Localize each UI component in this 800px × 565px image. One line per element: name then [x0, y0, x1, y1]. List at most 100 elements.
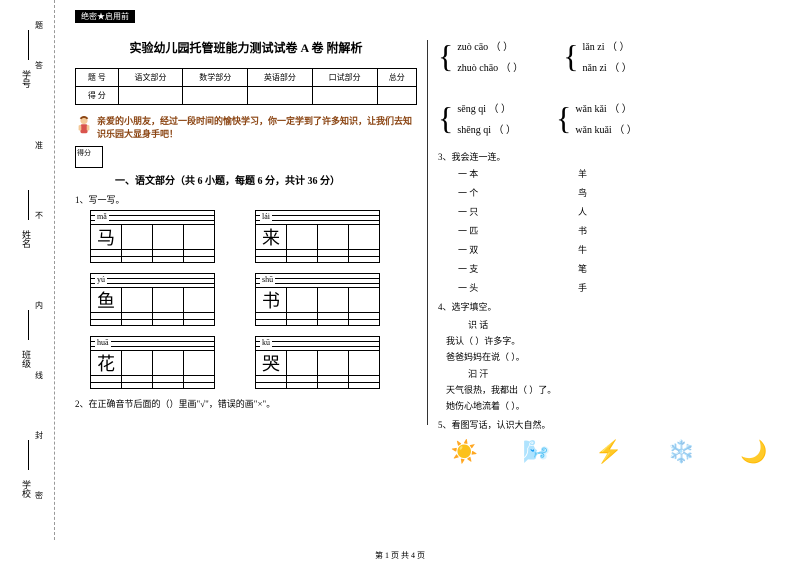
match-item[interactable]: 鸟 — [578, 186, 587, 199]
seal-char: 准 — [35, 140, 43, 151]
writing-cell[interactable] — [184, 288, 214, 312]
writing-cell[interactable] — [349, 288, 379, 312]
margin-underline — [28, 440, 29, 470]
match-item[interactable]: 羊 — [578, 167, 587, 180]
matching-exercise: 一 本 一 个 一 只 一 匹 一 双 一 支 一 头 羊 鸟 人 书 牛 笔 … — [458, 167, 780, 294]
writing-cell[interactable] — [184, 351, 214, 375]
pinyin-option[interactable]: wǎn kuǎi （ ） — [575, 121, 636, 136]
writing-cell[interactable] — [153, 288, 184, 312]
pinyin-option[interactable]: zhuò chāo （ ） — [457, 59, 523, 74]
fill-blank[interactable]: 她伤心地流着（ ）。 — [446, 398, 780, 414]
match-item[interactable]: 一 本 — [458, 167, 578, 180]
match-item[interactable]: 笔 — [578, 262, 587, 275]
writing-cell[interactable] — [153, 225, 184, 249]
match-item[interactable]: 一 个 — [458, 186, 578, 199]
pinyin-option[interactable]: lǎn zi （ ） — [583, 38, 632, 53]
pinyin: yú — [95, 275, 107, 284]
margin-underline — [28, 190, 29, 220]
match-item[interactable]: 手 — [578, 281, 587, 294]
example-char: 书 — [256, 288, 287, 312]
seal-char: 封 — [35, 430, 43, 441]
table-cell: 得 分 — [76, 87, 119, 105]
lightning-icon: ⚡ — [595, 439, 622, 465]
fill-blank[interactable]: 天气很热，我都出（ ）了。 — [446, 382, 780, 398]
pinyin-option[interactable]: zuò cāo （ ） — [457, 38, 523, 53]
table-header: 英语部分 — [248, 69, 313, 87]
brace-icon: { — [563, 42, 578, 71]
example-char: 花 — [91, 351, 122, 375]
writing-cell[interactable] — [122, 351, 153, 375]
example-char: 马 — [91, 225, 122, 249]
question-label: 3、我会连一连。 — [438, 150, 780, 163]
table-header: 口试部分 — [312, 69, 377, 87]
question-label: 1、写一写。 — [75, 193, 417, 206]
pinyin-option[interactable]: shēng qi （ ） — [457, 121, 516, 136]
seal-char: 不 — [35, 210, 43, 221]
pinyin-option[interactable]: nǎn zi （ ） — [583, 59, 632, 74]
writing-cell[interactable] — [122, 288, 153, 312]
match-item[interactable]: 一 支 — [458, 262, 578, 275]
writing-cell[interactable] — [122, 225, 153, 249]
match-item[interactable]: 一 双 — [458, 243, 578, 256]
writing-cell[interactable] — [349, 351, 379, 375]
pinyin-option[interactable]: sēng qi （ ） — [457, 100, 516, 115]
writing-cell[interactable] — [287, 225, 318, 249]
right-column: { zuò cāo （ ） zhuò chāo （ ） { lǎn zi （ ）… — [428, 10, 790, 465]
writing-block: yú 鱼 — [90, 273, 215, 326]
secret-label: 绝密★启用前 — [75, 10, 135, 23]
table-row: 得 分 — [76, 87, 417, 105]
nature-icons-row: ☀️ 🌬️ ⚡ ❄️ 🌙 — [438, 439, 780, 465]
example-char: 鱼 — [91, 288, 122, 312]
match-item[interactable]: 人 — [578, 205, 587, 218]
table-cell[interactable] — [377, 87, 417, 105]
writing-cell[interactable] — [318, 225, 349, 249]
writing-block: lái 来 — [255, 210, 380, 263]
brace-icon: { — [438, 104, 453, 133]
question-label: 2、在正确音节后面的（）里画"√"，错误的画"×"。 — [75, 397, 417, 410]
child-icon — [75, 115, 93, 137]
page-footer: 第 1 页 共 4 页 — [0, 550, 800, 561]
intro-text: 亲爱的小朋友，经过一段时间的愉快学习，你一定学到了许多知识，让我们去知识乐园大显… — [97, 115, 417, 140]
writing-cell[interactable] — [287, 288, 318, 312]
fill-options: 汩 汗 — [468, 366, 780, 382]
margin-underline — [28, 310, 29, 340]
writing-cell[interactable] — [287, 351, 318, 375]
margin-label: 班级 — [20, 350, 33, 368]
exam-title: 实验幼儿园托管班能力测试试卷 A 卷 附解析 — [75, 39, 417, 56]
question-label: 4、选字填空。 — [438, 300, 780, 313]
writing-cell[interactable] — [318, 288, 349, 312]
table-cell[interactable] — [312, 87, 377, 105]
writing-cell[interactable] — [318, 351, 349, 375]
match-item[interactable]: 牛 — [578, 243, 587, 256]
match-item[interactable]: 一 只 — [458, 205, 578, 218]
writing-block: huā 花 — [90, 336, 215, 389]
match-item[interactable]: 一 头 — [458, 281, 578, 294]
brace-icon: { — [438, 42, 453, 71]
table-cell[interactable] — [118, 87, 183, 105]
cloud-wind-icon: 🌬️ — [523, 439, 550, 465]
left-column: 绝密★启用前 实验幼儿园托管班能力测试试卷 A 卷 附解析 题 号 语文部分 数… — [65, 10, 427, 465]
score-table: 题 号 语文部分 数学部分 英语部分 口试部分 总分 得 分 — [75, 68, 417, 105]
seal-char: 线 — [35, 370, 43, 381]
brace-icon: { — [556, 104, 571, 133]
section-title: 一、语文部分（共 6 小题，每题 6 分，共计 36 分） — [115, 172, 417, 187]
writing-cell[interactable] — [184, 225, 214, 249]
example-char: 哭 — [256, 351, 287, 375]
margin-label: 学号 — [20, 70, 33, 88]
writing-grid: mǎ 马 lái 来 yú — [90, 210, 417, 389]
seal-char: 内 — [35, 300, 43, 311]
pinyin: huā — [95, 338, 111, 347]
fill-blank[interactable]: 我认（ ）许多字。 — [446, 333, 780, 349]
pinyin-option[interactable]: wǎn kǎi （ ） — [575, 100, 636, 115]
fill-blank[interactable]: 爸爸妈妈在说（ ）。 — [446, 349, 780, 365]
match-item[interactable]: 书 — [578, 224, 587, 237]
table-cell[interactable] — [248, 87, 313, 105]
match-item[interactable]: 一 匹 — [458, 224, 578, 237]
table-cell[interactable] — [183, 87, 248, 105]
seal-char: 题 — [35, 20, 43, 31]
writing-cell[interactable] — [153, 351, 184, 375]
writing-cell[interactable] — [349, 225, 379, 249]
table-header: 语文部分 — [118, 69, 183, 87]
pinyin: shū — [260, 275, 275, 284]
binding-margin: 学号 姓名 班级 学校 题 答 准 不 内 线 封 密 — [0, 0, 55, 540]
